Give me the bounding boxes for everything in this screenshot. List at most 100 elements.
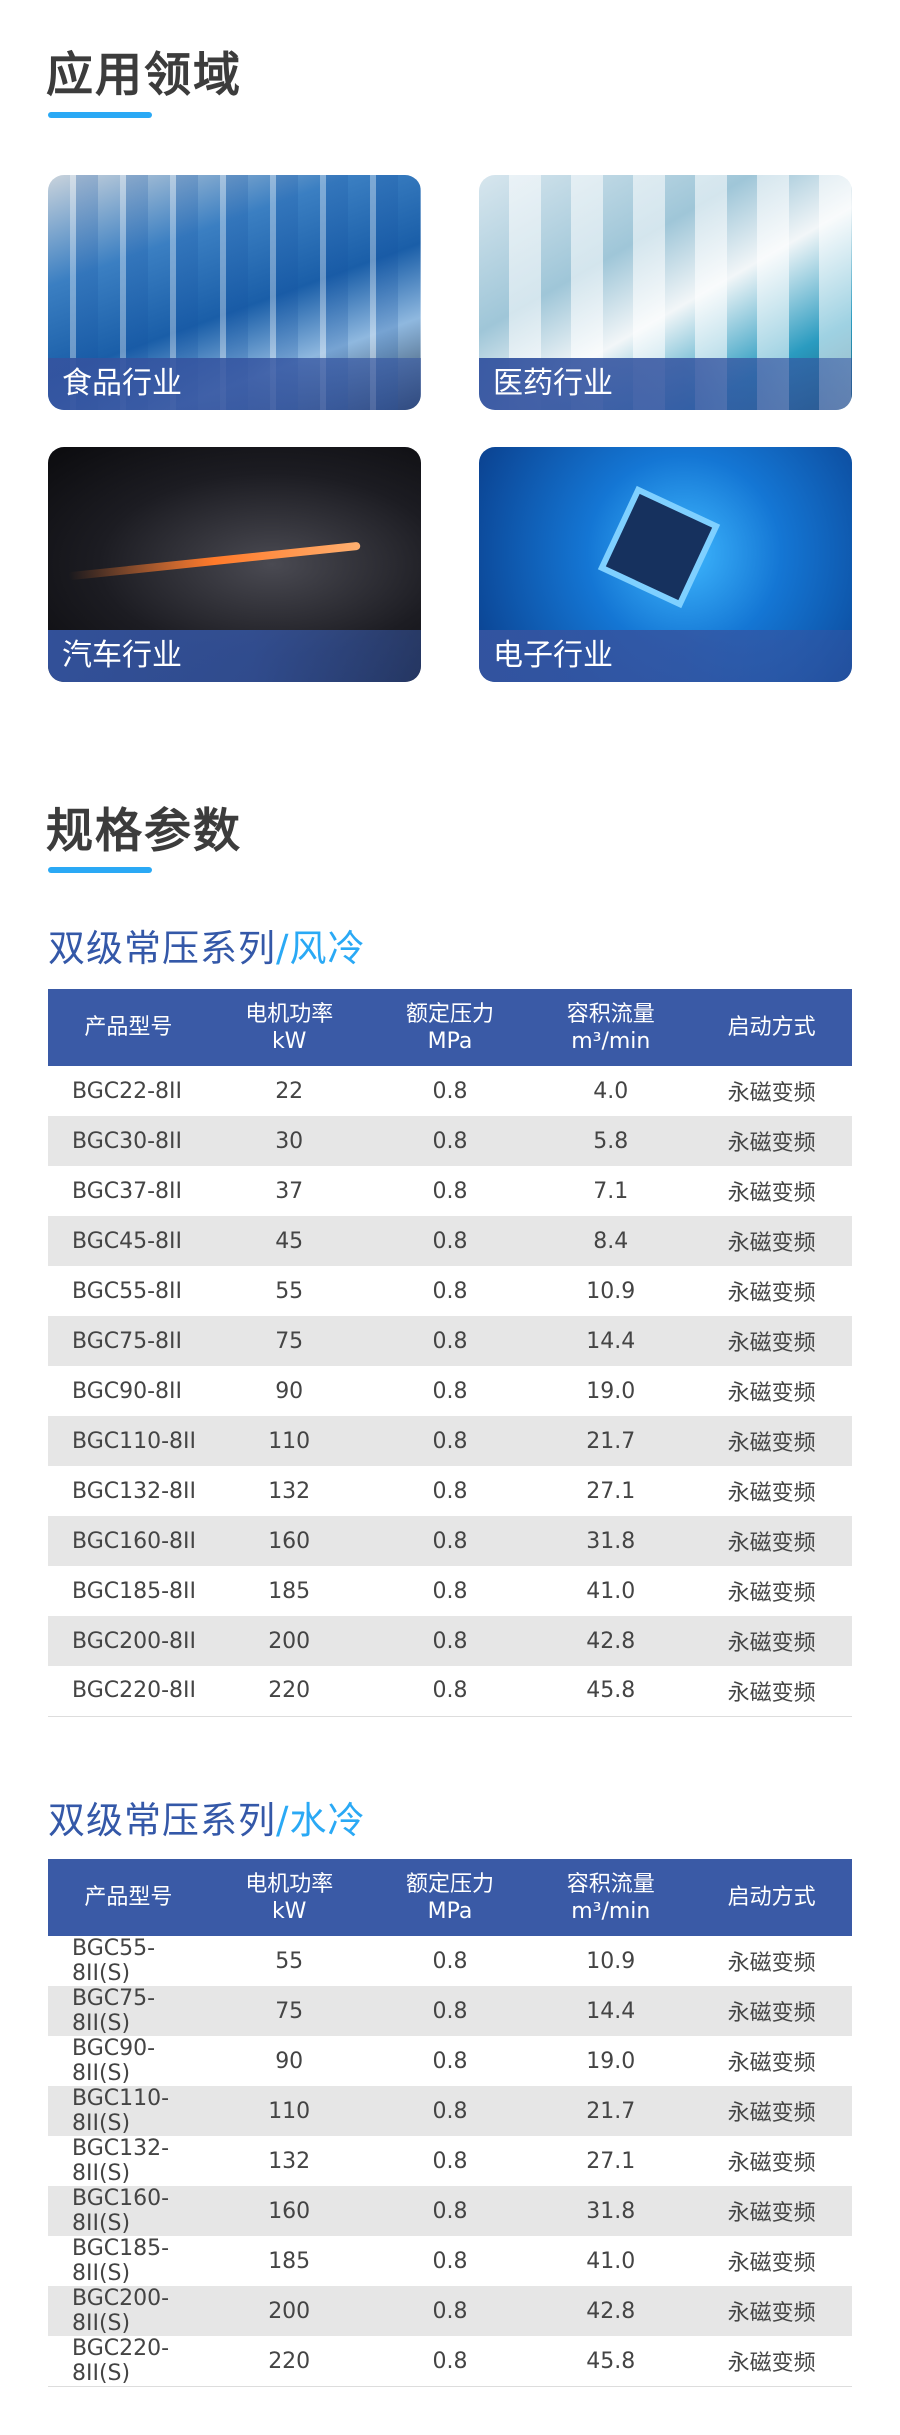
table-cell: 永磁变频: [727, 2151, 816, 2176]
table-cell: 4.0: [593, 1078, 629, 1104]
table-cell: 160: [208, 2186, 370, 2236]
table-cell: 0.8: [369, 2186, 531, 2236]
series-variant: /水冷: [276, 1799, 366, 1842]
card-food-industry[interactable]: 食品行业: [48, 175, 421, 410]
table-row: BGC55-8II 55 0.8 10.9 永磁变频: [48, 1266, 852, 1316]
title-underline: [48, 112, 152, 118]
header-label: 启动方式: [727, 1015, 816, 1040]
table-cell: 132: [268, 2148, 311, 2174]
card-auto-industry[interactable]: 汽车行业: [48, 447, 421, 682]
column-header: 额定压力 MPa: [369, 1859, 531, 1936]
table-row: BGC185-8II(S) 185 0.8 41.0 永磁变频: [48, 2236, 852, 2286]
table-cell: 10.9: [586, 1278, 636, 1304]
table-cell: 90: [275, 2048, 304, 2074]
series-title-water: 双级常压系列/水冷: [48, 1790, 365, 1844]
card-label: 电子行业: [479, 630, 852, 682]
specs-title: 规格参数: [46, 804, 242, 859]
table-cell: 永磁变频: [727, 1481, 816, 1506]
header-unit: MPa: [427, 1028, 473, 1054]
table-cell: 0.8: [369, 1986, 531, 2036]
table-cell: 永磁变频: [727, 1381, 816, 1406]
table-cell: 110: [208, 1416, 370, 1466]
table-row: BGC200-8II 200 0.8 42.8 永磁变频: [48, 1616, 852, 1666]
table-cell: 220: [208, 2336, 370, 2387]
applications-title: 应用领域: [46, 48, 242, 103]
table-cell: 45.8: [530, 1666, 692, 1717]
table-cell: BGC110-8II: [48, 1416, 209, 1466]
table-cell: 0.8: [432, 1948, 468, 1974]
table-cell: 41.0: [586, 1578, 636, 1604]
table-cell: 永磁变频: [727, 1281, 816, 1306]
table-cell: 19.0: [586, 2048, 636, 2074]
table-cell: BGC160-8II: [48, 1516, 209, 1566]
table-cell: 0.8: [369, 1666, 531, 1717]
table-header-row: 产品型号 电机功率 kW 额定压力 MPa 容积流量 m³/min 启动方式: [48, 989, 852, 1066]
table-row: BGC160-8II(S) 160 0.8 31.8 永磁变频: [48, 2186, 852, 2236]
card-pharma-industry[interactable]: 医药行业: [479, 175, 852, 410]
table-cell: 永磁变频: [691, 1666, 852, 1717]
header-label: 电机功率: [245, 1871, 334, 1897]
table-cell: 14.4: [530, 1316, 692, 1366]
table-cell: 永磁变频: [727, 1581, 816, 1606]
table-cell: BGC55-8II: [72, 1278, 183, 1304]
column-header: 电机功率 kW: [208, 1859, 370, 1936]
column-header: 容积流量 m³/min: [530, 1859, 692, 1936]
table-cell: BGC110-8II(S): [48, 2086, 209, 2136]
table-cell: 0.8: [369, 1116, 531, 1166]
table-cell: BGC160-8II(S): [48, 2186, 209, 2236]
spec-table-air: 产品型号 电机功率 kW 额定压力 MPa 容积流量 m³/min 启动方式 BGC22-8II…: [48, 989, 852, 1717]
table-row: BGC132-8II(S) 132 0.8 27.1 永磁变频: [48, 2136, 852, 2186]
table-row: BGC90-8II 90 0.8 19.0 永磁变频: [48, 1366, 852, 1416]
table-cell: 21.7: [530, 1416, 692, 1466]
table-cell: 220: [208, 1666, 370, 1717]
card-label: 医药行业: [479, 358, 852, 410]
table-row: BGC37-8II 37 0.8 7.1 永磁变频: [48, 1166, 852, 1216]
table-cell: 27.1: [586, 2148, 636, 2174]
table-cell: 200: [208, 2286, 370, 2336]
table-cell: 0.8: [369, 1316, 531, 1366]
table-cell: 21.7: [530, 2086, 692, 2136]
header-label: 电机功率: [245, 1001, 334, 1027]
column-header: 启动方式: [691, 1859, 852, 1936]
series-name: 双级常压系列: [48, 927, 276, 970]
table-cell: 永磁变频: [691, 2336, 852, 2387]
table-cell: BGC90-8II: [72, 1378, 183, 1404]
table-row: BGC75-8II(S) 75 0.8 14.4 永磁变频: [48, 1986, 852, 2036]
table-cell: 30: [208, 1116, 370, 1166]
table-cell: 31.8: [530, 1516, 692, 1566]
table-row: BGC220-8II(S) 220 0.8 45.8 永磁变频: [48, 2336, 852, 2387]
table-cell: 0.8: [369, 1516, 531, 1566]
table-row: BGC30-8II 30 0.8 5.8 永磁变频: [48, 1116, 852, 1166]
column-header: 启动方式: [691, 989, 852, 1066]
table-cell: BGC75-8II: [48, 1316, 209, 1366]
table-cell: 0.8: [432, 1278, 468, 1304]
table-cell: 42.8: [530, 1616, 692, 1666]
header-unit: kW: [271, 1028, 307, 1054]
table-cell: 14.4: [530, 1986, 692, 2036]
header-label: 容积流量: [566, 1871, 655, 1897]
table-cell: 0.8: [432, 1078, 468, 1104]
table-cell: 45.8: [530, 2336, 692, 2387]
table-cell: 0.8: [432, 1378, 468, 1404]
table-cell: 55: [275, 1948, 304, 1974]
table-cell: 0.8: [432, 2248, 468, 2274]
table-cell: BGC185-8II(S): [72, 2236, 170, 2286]
table-cell: 19.0: [586, 1378, 636, 1404]
table-cell: 永磁变频: [691, 1216, 852, 1266]
table-cell: 0.8: [369, 1416, 531, 1466]
header-label: 额定压力: [405, 1871, 494, 1897]
card-electronics-industry[interactable]: 电子行业: [479, 447, 852, 682]
table-cell: BGC30-8II: [48, 1116, 209, 1166]
table-row: BGC185-8II 185 0.8 41.0 永磁变频: [48, 1566, 852, 1616]
table-cell: 永磁变频: [727, 1951, 816, 1976]
table-cell: 0.8: [432, 2048, 468, 2074]
column-header: 额定压力 MPa: [369, 989, 531, 1066]
table-row: BGC45-8II 45 0.8 8.4 永磁变频: [48, 1216, 852, 1266]
table-cell: BGC220-8II: [48, 1666, 209, 1717]
table-cell: BGC45-8II: [48, 1216, 209, 1266]
table-cell: 0.8: [432, 2148, 468, 2174]
table-cell: 永磁变频: [727, 1081, 816, 1106]
header-label: 产品型号: [84, 1885, 173, 1910]
table-cell: 7.1: [593, 1178, 629, 1204]
table-cell: BGC37-8II: [72, 1178, 183, 1204]
